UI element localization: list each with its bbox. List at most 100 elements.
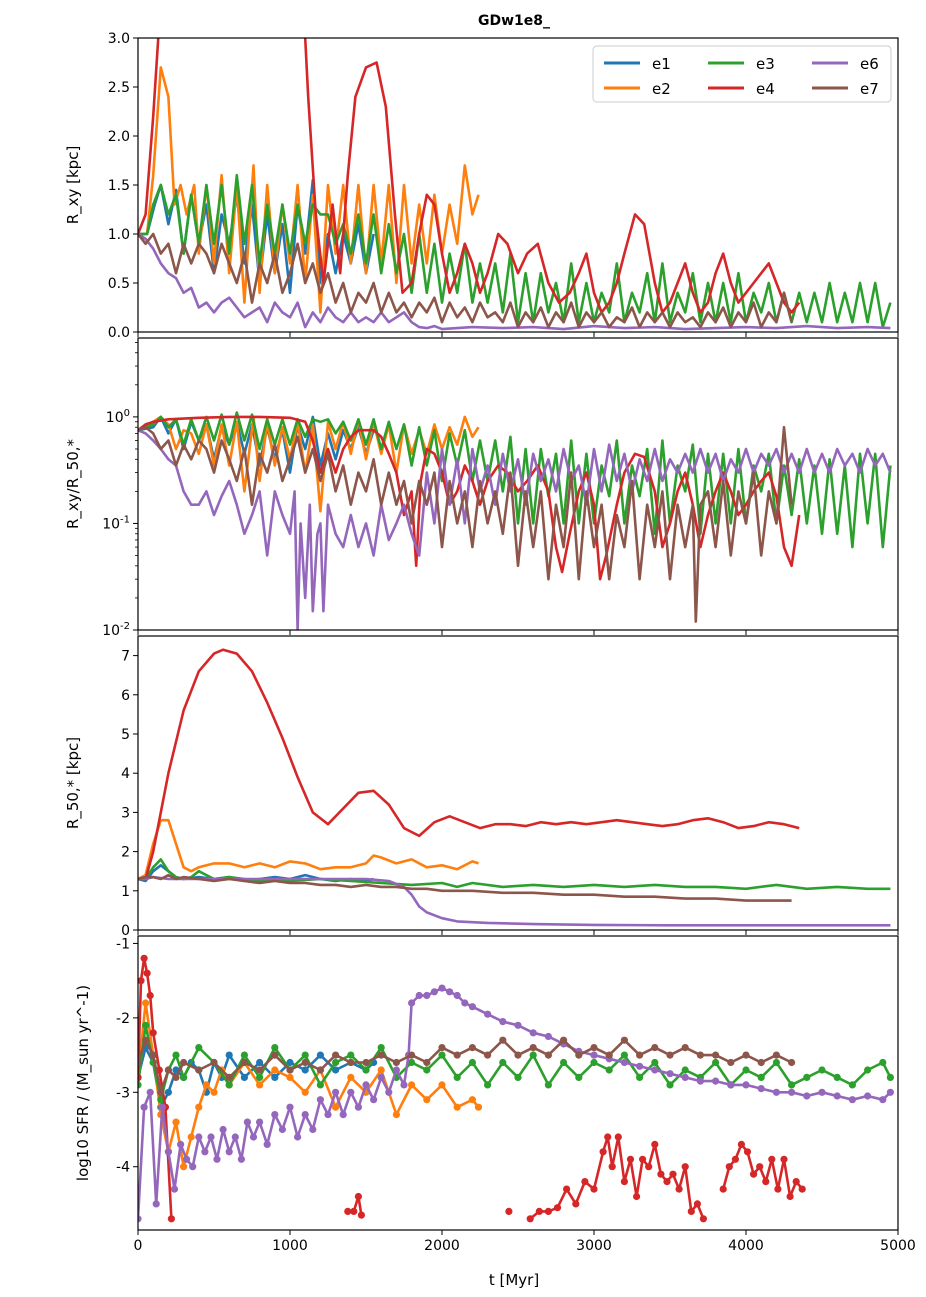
series-e2-point (195, 1103, 203, 1111)
series-e3-line (138, 411, 892, 549)
series-e2-point (408, 1081, 416, 1089)
series-e4-point (138, 1073, 142, 1081)
series-e6-point (278, 1125, 286, 1134)
series-e6-point (309, 1125, 317, 1134)
series-e6-point (213, 1155, 221, 1163)
series-e6-point (183, 1155, 191, 1163)
series-e4-point (604, 1133, 612, 1141)
series-e7-point (453, 1051, 461, 1059)
series-e4-point (344, 1207, 352, 1215)
series-e6-point (453, 991, 461, 1000)
series-e1-point (271, 1073, 279, 1081)
series-e6-point (864, 1092, 872, 1100)
series-e3-point (742, 1066, 750, 1074)
y-tick-label: -3 (116, 1085, 130, 1101)
series-e7-point (696, 1051, 705, 1059)
series-e3-point (803, 1073, 811, 1081)
series-e1-point (301, 1066, 309, 1074)
series-e6-point (484, 1010, 492, 1018)
y-axis-label: R_50,* [kpc] (64, 737, 83, 829)
series-e4-line (138, 38, 801, 314)
series-e3-point (225, 1081, 233, 1089)
x-tick-label: 5000 (880, 1238, 916, 1254)
series-e7-point (529, 1044, 537, 1052)
series-e4-point (553, 1204, 562, 1212)
series-e3-point (514, 1073, 522, 1081)
series-e3-point (818, 1066, 826, 1074)
series-e2-line (138, 1001, 480, 1168)
series-e7-point (605, 1051, 613, 1059)
series-e7-line (138, 232, 793, 329)
series-e6-point (263, 1140, 271, 1148)
series-e7-point (392, 1058, 400, 1067)
series-e4-point (731, 1155, 740, 1163)
series-e2-point (187, 1133, 195, 1141)
series-e6-point (231, 1133, 239, 1141)
series-e4-point (167, 1215, 175, 1223)
legend-label-e7: e7 (860, 80, 879, 98)
series-e4-point (645, 1163, 653, 1171)
series-e2-point (301, 1088, 309, 1096)
series-e3-line (138, 173, 892, 329)
series-e4-point (657, 1170, 665, 1178)
y-tick-label: -1 (116, 936, 130, 952)
series-e7-point (757, 1058, 765, 1067)
series-e2-point (423, 1096, 431, 1104)
series-e7-line (138, 873, 792, 902)
series-e6-point (818, 1088, 826, 1096)
series-e2-point (271, 1066, 279, 1074)
series-e2-point (453, 1103, 461, 1111)
series-e6-point (742, 1081, 750, 1089)
series-e3-point (438, 1051, 446, 1059)
series-e4-point (675, 1185, 683, 1193)
series-e3-point (316, 1081, 324, 1089)
series-e2-point (474, 1103, 483, 1111)
series-e4-point (768, 1155, 776, 1163)
y-tick-label: 5 (121, 727, 130, 743)
series-e6-point (249, 1133, 258, 1141)
series-e4-point (599, 1148, 607, 1156)
series-e6-point (696, 1077, 705, 1085)
series-e3-point (377, 1044, 385, 1052)
series-e1-point (286, 1058, 294, 1067)
series-e7-point (180, 1058, 188, 1067)
series-e4-point (350, 1207, 358, 1215)
series-e7-point (210, 1058, 218, 1067)
series-e3-point (408, 1058, 416, 1067)
x-tick-label: 0 (134, 1238, 143, 1254)
series-e7-point (149, 1051, 157, 1059)
series-e6-point (164, 1148, 172, 1156)
series-e6-point (189, 1163, 197, 1171)
x-axis-label: t [Myr] (489, 1271, 539, 1289)
series-e1-point (240, 1073, 248, 1081)
series-e6-point (294, 1133, 302, 1141)
y-tick-label: 0.5 (108, 276, 130, 292)
series-e7-point (138, 1058, 142, 1067)
series-e3-point (468, 1058, 476, 1067)
series-e6-point (347, 1088, 355, 1096)
series-e4-point (149, 1029, 157, 1037)
series-e3-point (362, 1066, 370, 1074)
series-e6-point (339, 1111, 347, 1119)
series-e6-point (408, 999, 416, 1007)
series-e3-point (301, 1051, 309, 1059)
y-tick-label: 3 (121, 805, 130, 821)
series-e7-point (772, 1051, 781, 1059)
y-tick-label: 2 (121, 845, 130, 861)
series-e7-point (172, 1073, 180, 1081)
series-e7-point (423, 1058, 431, 1067)
series-e6-point (666, 1070, 674, 1078)
series-e3-point (605, 1066, 613, 1074)
legend-label-e3: e3 (756, 55, 775, 73)
series-e4-point (639, 1155, 647, 1163)
series-e3-point (636, 1073, 644, 1081)
series-group (138, 38, 892, 331)
series-e6-point (256, 1118, 264, 1126)
series-e7-point (712, 1051, 720, 1059)
series-e6-point (423, 991, 431, 1000)
series-e3-point (529, 1051, 537, 1059)
y-tick-label: 2.0 (108, 129, 130, 145)
series-e7-point (347, 1058, 355, 1067)
series-e4-point (535, 1207, 543, 1215)
y-tick-label: 1 (121, 884, 130, 900)
